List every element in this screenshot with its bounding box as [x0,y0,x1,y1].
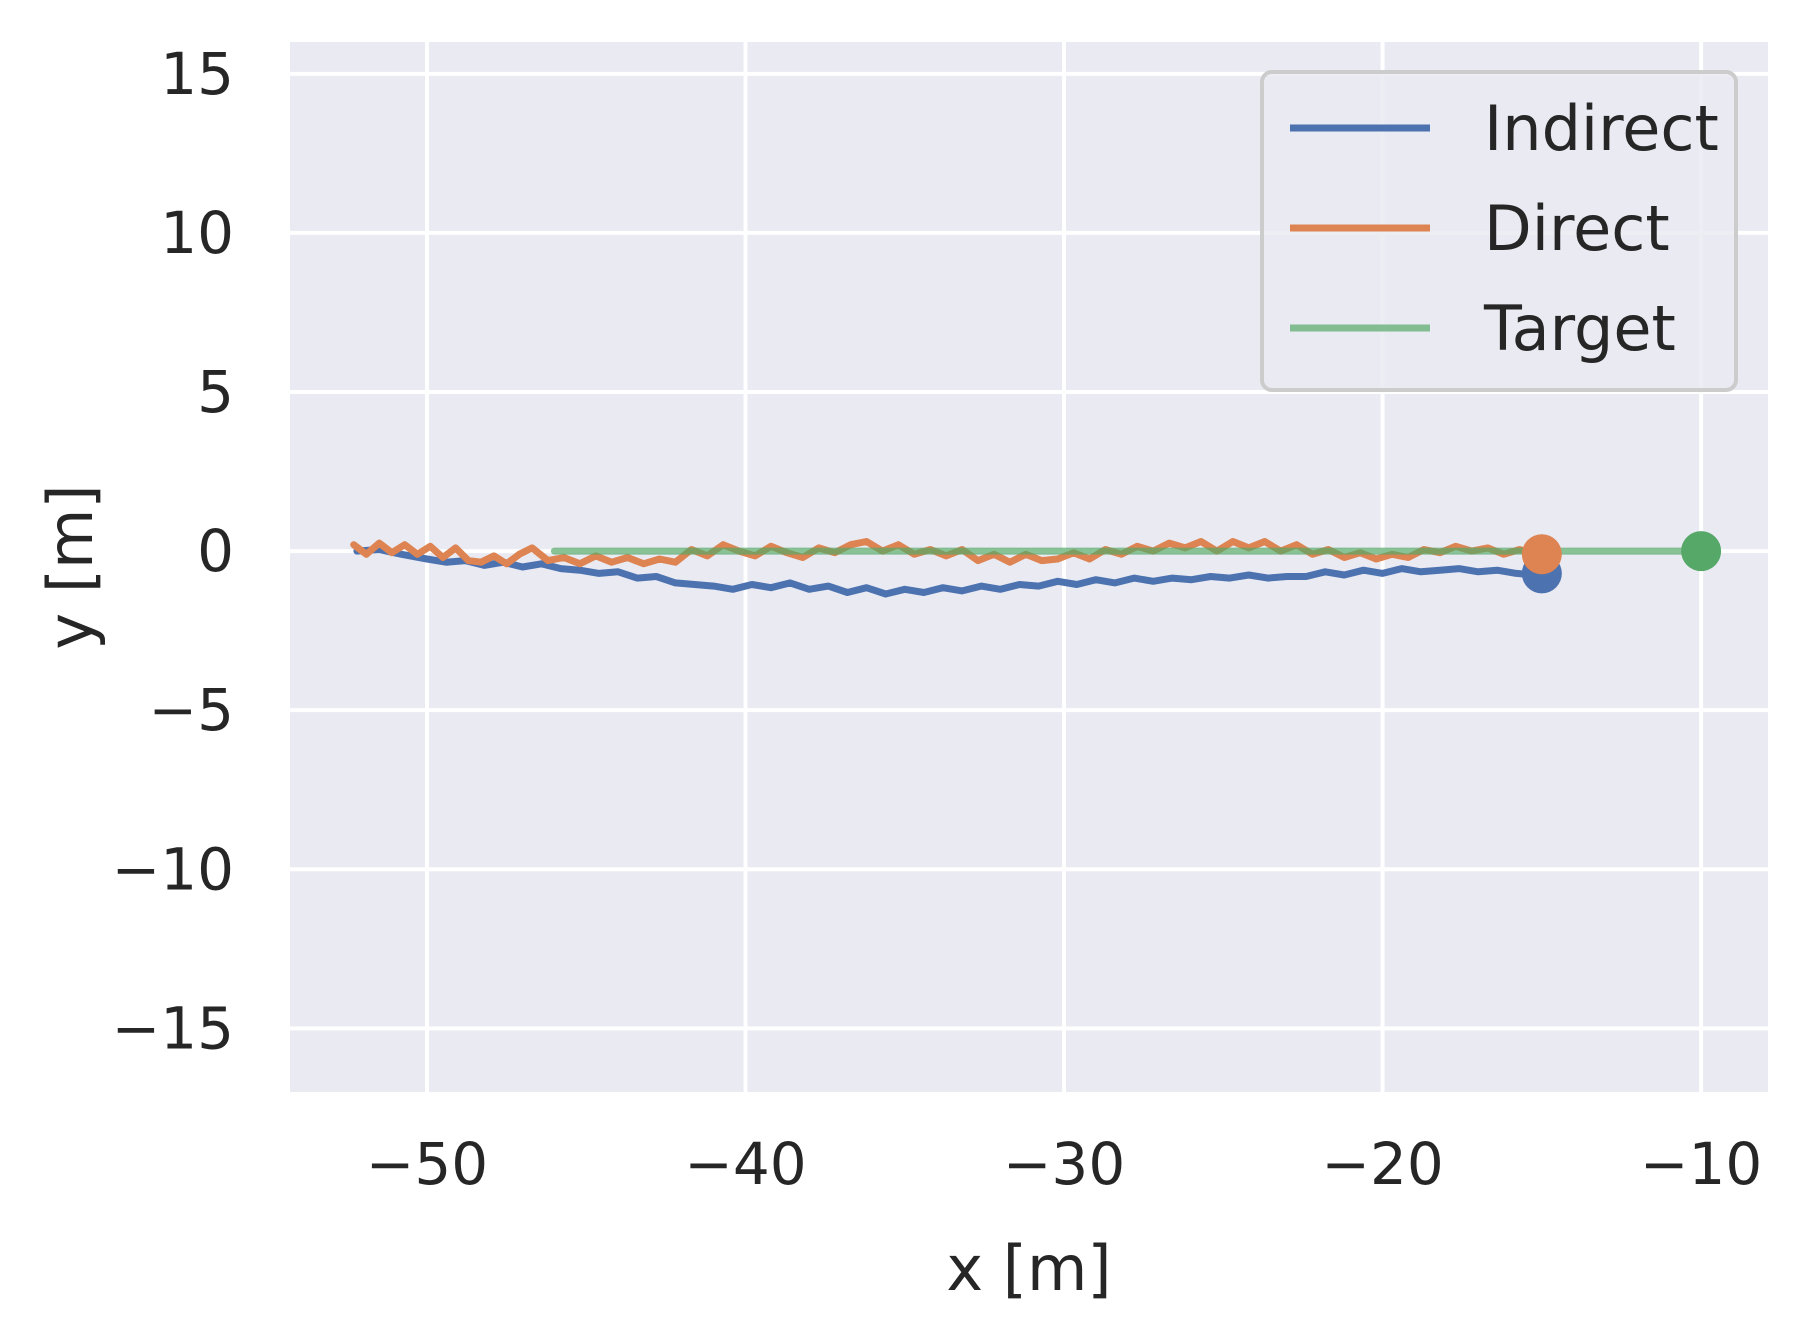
y-tick-label: 5 [197,358,234,426]
legend-frame [1260,70,1738,392]
x-ticks: −50 −40 −30 −20 −10 [366,1130,1763,1198]
x-tick-label: −40 [684,1130,806,1198]
endpoint-direct [1521,534,1562,575]
legend: Indirect Direct Target [1260,70,1738,392]
legend-label: Direct [1484,192,1670,265]
x-tick-label: −30 [1003,1130,1125,1198]
series-layer [350,531,1722,598]
y-tick-label: 10 [160,199,234,267]
y-axis-label: y [m] [34,484,107,649]
y-tick-label: 0 [197,517,234,585]
y-tick-label: −10 [112,835,234,903]
x-axis-label: x [m] [946,1232,1111,1305]
y-tick-label: −5 [149,676,235,744]
endpoint-target [1681,531,1722,572]
x-tick-label: −20 [1321,1130,1443,1198]
x-tick-label: −10 [1640,1130,1762,1198]
y-tick-label: 15 [160,40,234,108]
y-tick-label: −15 [112,994,234,1062]
y-ticks: −15 −10 −5 0 5 10 15 [112,40,234,1063]
legend-label: Target [1483,292,1676,365]
legend-label: Indirect [1484,92,1719,165]
series-line-indirect [353,546,1546,598]
x-tick-label: −50 [366,1130,488,1198]
